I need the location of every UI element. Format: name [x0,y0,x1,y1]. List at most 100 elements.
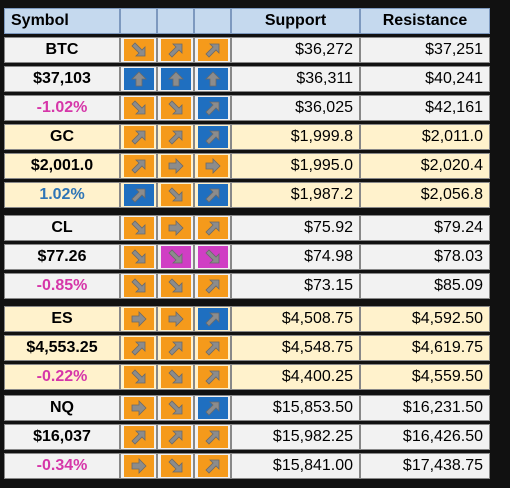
arrow-right-icon [131,458,147,474]
arrow-up-right-icon [167,130,182,145]
trend-indicator [197,455,228,477]
arrow-down-right-icon [167,249,182,264]
header-row: Symbol Support Resistance [4,8,506,34]
support-cell: $15,853.50 [231,395,360,421]
resistance-cell: $40,241 [360,66,490,92]
arrow-up-right-icon [204,130,219,145]
trend-indicator [123,308,154,330]
trend-indicator [123,455,154,477]
header-support: Support [231,8,360,34]
trend-cell-2 [157,244,194,270]
trend-indicator [123,217,154,239]
header-symbol: Symbol [4,8,120,34]
arrow-up-right-icon [204,370,219,385]
arrow-up-right-icon [130,159,145,174]
trend-cell-1 [120,37,157,63]
arrow-right-icon [168,311,184,327]
price-cell: $77.26 [4,244,120,270]
symbol-cell: CL [4,215,120,241]
trend-indicator [160,97,191,119]
table-row: $37,103 $36,311 $40,241 [4,66,506,92]
arrow-up-icon [130,71,147,87]
trend-indicator [197,337,228,359]
trend-indicator [160,308,191,330]
arrow-right-icon [168,158,184,174]
trend-cell-1 [120,273,157,299]
arrow-down-right-icon [130,100,145,115]
trend-cell-2 [157,364,194,390]
trend-cell-3 [194,424,231,450]
change-cell: 1.02% [4,182,120,208]
trend-cell-3 [194,37,231,63]
support-cell: $36,025 [231,95,360,121]
trend-indicator [197,275,228,297]
trend-cell-3 [194,306,231,332]
trend-cell-1 [120,453,157,479]
trend-cell-1 [120,124,157,150]
trend-indicator [123,337,154,359]
resistance-cell: $17,438.75 [360,453,490,479]
resistance-cell: $4,619.75 [360,335,490,361]
trend-indicator [123,275,154,297]
arrow-up-icon [204,71,221,87]
arrow-down-right-icon [130,369,145,384]
arrow-up-right-icon [130,130,145,145]
trend-indicator [160,126,191,148]
support-cell: $36,272 [231,37,360,63]
table-row: $2,001.0 $1,995.0 $2,020.4 [4,153,506,179]
header-arrow-col-3 [194,8,231,34]
trend-cell-2 [157,37,194,63]
symbol-cell: ES [4,306,120,332]
trend-indicator [160,455,191,477]
arrow-up-right-icon [204,101,219,116]
arrow-up-right-icon [204,221,219,236]
trend-indicator [160,39,191,61]
support-cell: $4,548.75 [231,335,360,361]
trend-indicator [123,68,154,90]
trend-indicator [160,68,191,90]
table-row: ES $4,508.75 $4,592.50 [4,306,506,332]
table-row: -0.85% $73.15 $85.09 [4,273,506,299]
resistance-cell: $16,231.50 [360,395,490,421]
trend-indicator [123,184,154,206]
resistance-cell: $4,592.50 [360,306,490,332]
arrow-up-right-icon [204,312,219,327]
support-cell: $4,400.25 [231,364,360,390]
trend-indicator [123,126,154,148]
trend-cell-3 [194,273,231,299]
trend-cell-2 [157,215,194,241]
trend-indicator [197,217,228,239]
arrow-down-right-icon [204,249,219,264]
trend-cell-1 [120,66,157,92]
resistance-cell: $42,161 [360,95,490,121]
trend-indicator [123,397,154,419]
change-cell: -0.85% [4,273,120,299]
trend-cell-3 [194,364,231,390]
trend-indicator [160,366,191,388]
change-cell: -0.34% [4,453,120,479]
support-cell: $75.92 [231,215,360,241]
trend-indicator [197,68,228,90]
table-row: -0.22% $4,400.25 $4,559.50 [4,364,506,390]
trend-cell-1 [120,215,157,241]
trend-indicator [123,97,154,119]
trend-cell-2 [157,124,194,150]
arrow-right-icon [205,158,221,174]
trend-cell-3 [194,124,231,150]
trend-cell-1 [120,335,157,361]
resistance-cell: $4,559.50 [360,364,490,390]
support-cell: $73.15 [231,273,360,299]
arrow-down-right-icon [167,369,182,384]
arrow-right-icon [168,220,184,236]
arrow-up-right-icon [167,43,182,58]
table-row: -0.34% $15,841.00 $17,438.75 [4,453,506,479]
trend-cell-2 [157,182,194,208]
arrow-up-right-icon [204,279,219,294]
arrow-right-icon [131,311,147,327]
header-resistance: Resistance [360,8,490,34]
table-row: $4,553.25 $4,548.75 $4,619.75 [4,335,506,361]
trend-cell-1 [120,424,157,450]
resistance-cell: $85.09 [360,273,490,299]
arrow-up-right-icon [204,401,219,416]
